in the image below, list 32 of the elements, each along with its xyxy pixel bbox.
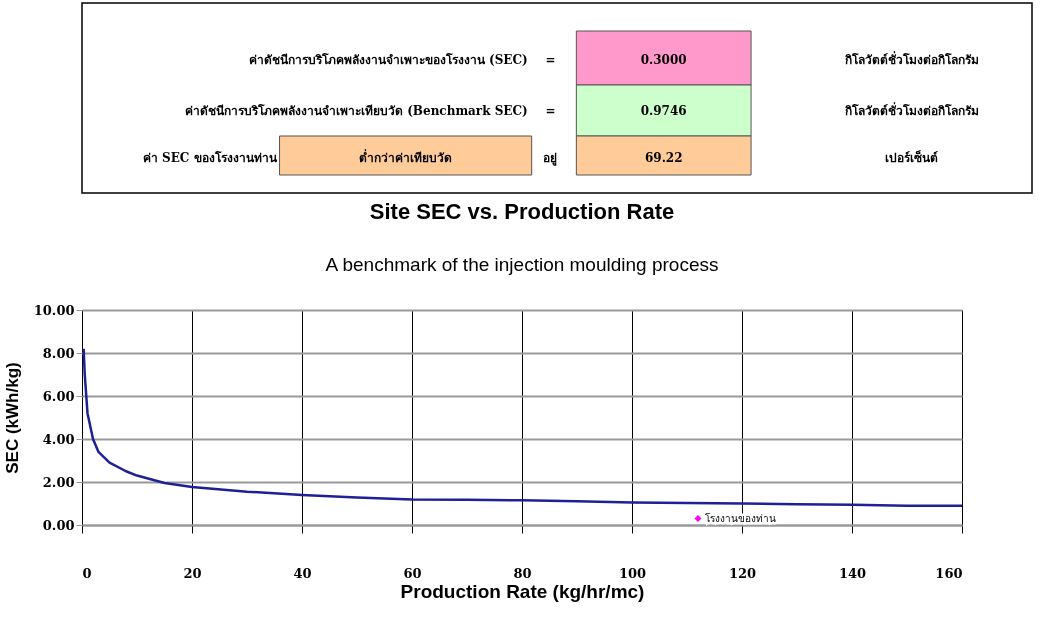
text: กิโลวัตต์ชั่วโมงต่อกิโลกรัม bbox=[844, 102, 979, 118]
text: 69.22 bbox=[644, 151, 683, 165]
text: 0.9746 bbox=[640, 104, 687, 118]
text: ค่าดัชนีการบริโภคพลังงานจำเพาะเทียบวัด (Benchmark SEC) bbox=[185, 103, 528, 118]
x-tick-label: 80 bbox=[513, 565, 532, 581]
chart-subtitle: A benchmark of the injection moulding process bbox=[325, 254, 719, 275]
text: 0.3000 bbox=[640, 53, 687, 67]
x-tick-label: 100 bbox=[618, 565, 647, 581]
x-tick-label: 20 bbox=[183, 565, 202, 581]
text: เปอร์เซ็นต์ bbox=[885, 150, 939, 165]
text: ค่า SEC ของโรงงานท่าน bbox=[142, 150, 278, 165]
y-tick-label: 2.00 bbox=[42, 474, 75, 490]
chart-title: Site SEC vs. Production Rate bbox=[369, 199, 675, 224]
y-axis-title: SEC (kWh/kg) bbox=[2, 362, 22, 474]
text: = bbox=[545, 104, 556, 118]
x-tick-label: 140 bbox=[838, 565, 867, 581]
y-tick-label: 0.00 bbox=[42, 517, 75, 533]
x-tick-label: 0 bbox=[82, 565, 92, 581]
x-axis-title: Production Rate (kg/hr/mc) bbox=[400, 580, 645, 602]
text: อยู่ bbox=[542, 151, 557, 166]
y-tick-label: 10.00 bbox=[33, 302, 75, 318]
y-tick-label: 8.00 bbox=[42, 345, 75, 361]
x-tick-label: 40 bbox=[293, 565, 312, 581]
y-tick-label: 6.00 bbox=[42, 388, 75, 404]
x-tick-label: 60 bbox=[403, 565, 422, 581]
x-tick-label: 120 bbox=[728, 565, 757, 581]
text: = bbox=[545, 53, 556, 67]
text: ต่ำกว่าค่าเทียบวัด bbox=[359, 149, 453, 165]
text: ค่าดัชนีการบริโภคพลังงานจำเพาะของโรงงาน (SEC) bbox=[248, 52, 528, 67]
text: กิโลวัตต์ชั่วโมงต่อกิโลกรัม bbox=[844, 51, 979, 67]
x-tick-label: 160 bbox=[935, 565, 963, 581]
y-tick-label: 4.00 bbox=[42, 431, 75, 447]
